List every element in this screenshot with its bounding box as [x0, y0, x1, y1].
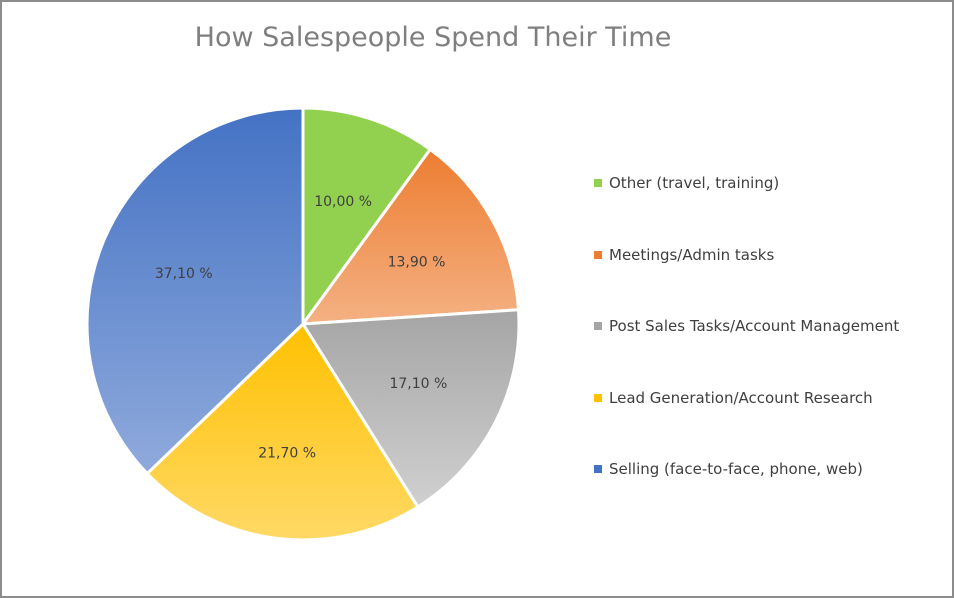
legend-swatch	[594, 322, 602, 330]
legend-swatch	[594, 393, 602, 402]
pie-slice-2	[301, 147, 521, 326]
pie-slice-3	[301, 308, 521, 509]
slice-data-label-2: 13,90 %	[388, 254, 446, 270]
legend-label: Meetings/Admin tasks	[609, 245, 775, 264]
legend-swatch	[594, 465, 602, 473]
legend-swatch	[594, 250, 602, 259]
legend-item-4: Lead Generation/Account Research	[594, 389, 873, 407]
slice-data-label-1: 10,00 %	[314, 194, 372, 210]
legend-item-3: Post Sales Tasks/Account Management	[594, 317, 899, 335]
legend-swatch	[594, 179, 602, 187]
legend-label: Other (travel, training)	[609, 174, 780, 192]
legend-label: Post Sales Tasks/Account Management	[609, 317, 900, 335]
legend-item-2: Meetings/Admin tasks	[594, 246, 774, 264]
slice-data-label-5: 37,10 %	[155, 266, 213, 282]
pie-slice-5	[85, 106, 305, 476]
chart-title: How Salespeople Spend Their Time	[194, 22, 672, 53]
pie-slice-4	[145, 322, 420, 542]
legend-item-5: Selling (face-to-face, phone, web)	[594, 460, 863, 478]
pie-slice-1	[301, 106, 432, 326]
legend-label: Selling (face-to-face, phone, web)	[609, 460, 863, 478]
slice-data-label-4: 21,70 %	[258, 446, 316, 462]
legend-item-1: Other (travel, training)	[594, 174, 779, 192]
slice-data-label-3: 17,10 %	[389, 376, 447, 392]
legend-label: Lead Generation/Account Research	[609, 388, 873, 407]
